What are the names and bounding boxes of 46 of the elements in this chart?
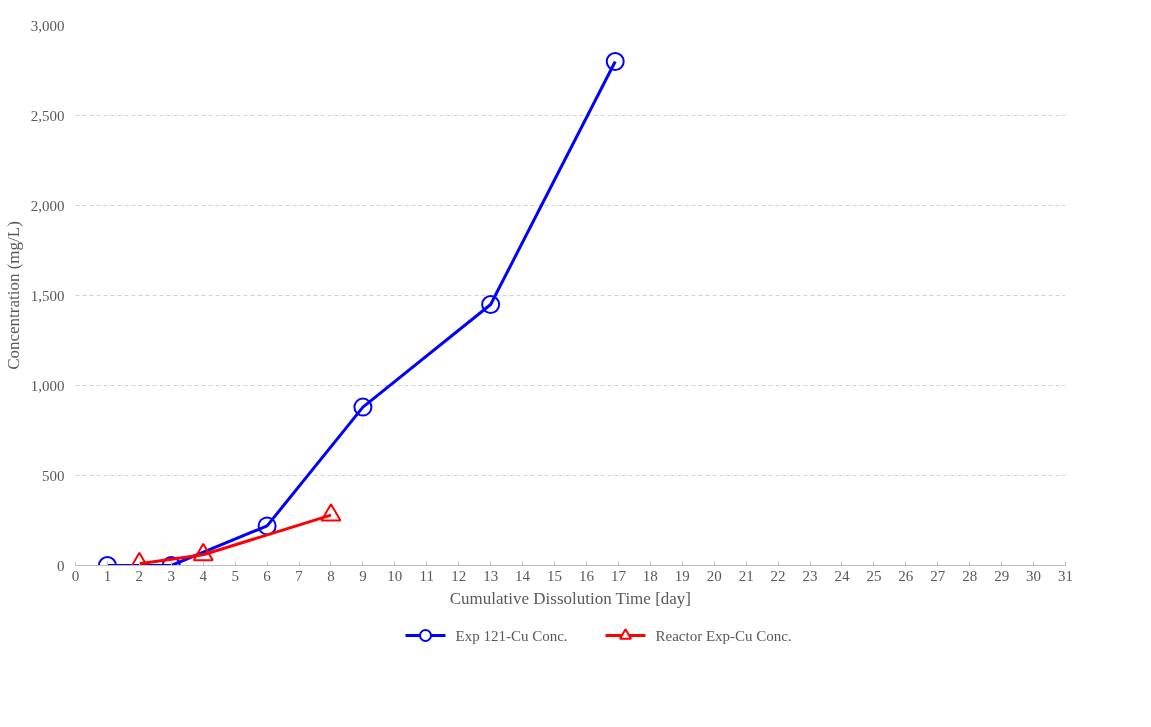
x-tick-label: 24 xyxy=(834,567,850,584)
y-axis-title: Concentration (mg/L) xyxy=(3,221,23,370)
x-tick-label: 1 xyxy=(103,567,112,584)
x-tick-label: 25 xyxy=(866,567,882,584)
x-tick-label: 21 xyxy=(738,567,754,584)
x-tick-label: 11 xyxy=(419,567,435,584)
x-tick-label: 20 xyxy=(706,567,722,584)
x-tick-label: 2 xyxy=(135,567,144,584)
x-tick-label: 19 xyxy=(674,567,690,584)
x-tick-label: 14 xyxy=(515,567,531,584)
y-tick-label: 1,000 xyxy=(30,377,65,394)
x-tick-label: 28 xyxy=(962,567,978,584)
x-tick-label: 6 xyxy=(263,567,272,584)
x-tick-label: 4 xyxy=(199,567,208,584)
x-tick-label: 23 xyxy=(802,567,818,584)
x-tick-label: 26 xyxy=(898,567,914,584)
x-tick-label: 29 xyxy=(994,567,1010,584)
x-tick-label: 18 xyxy=(642,567,658,584)
y-tick-label: 1,500 xyxy=(30,287,65,304)
x-tick-label: 27 xyxy=(930,567,946,584)
x-tick-label: 5 xyxy=(231,567,239,584)
x-tick-label: 3 xyxy=(167,567,176,584)
point xyxy=(605,52,625,71)
legend-label: Exp 121-Cu Conc. xyxy=(455,627,568,644)
point xyxy=(192,542,214,562)
x-tick-label: 31 xyxy=(1058,567,1073,584)
x-tick-label: 22 xyxy=(770,567,786,584)
x-axis-title: Cumulative Dissolution Time [day] xyxy=(449,588,691,608)
y-tick-label: 500 xyxy=(42,467,65,484)
x-tick-label: 16 xyxy=(578,567,595,584)
x-tick-label: 17 xyxy=(610,567,627,584)
x-tick-label: 15 xyxy=(547,567,563,584)
point xyxy=(481,295,501,314)
x-tick-label: 8 xyxy=(327,567,335,584)
x-tick-label: 9 xyxy=(359,567,367,584)
y-tick-label: 2,000 xyxy=(30,197,65,214)
x-tick-label: 7 xyxy=(295,567,304,584)
x-tick-label: 0 xyxy=(71,567,80,584)
x-tick-label: 10 xyxy=(387,567,403,584)
y-tick-label: 3,000 xyxy=(30,17,65,34)
point xyxy=(320,503,342,522)
y-tick-label: 2,500 xyxy=(30,107,65,124)
x-tick-label: 12 xyxy=(451,567,467,584)
x-tick-label: 30 xyxy=(1026,567,1042,584)
legend-label: Reactor Exp-Cu Conc. xyxy=(655,627,792,644)
x-tick-label: 13 xyxy=(483,567,499,584)
